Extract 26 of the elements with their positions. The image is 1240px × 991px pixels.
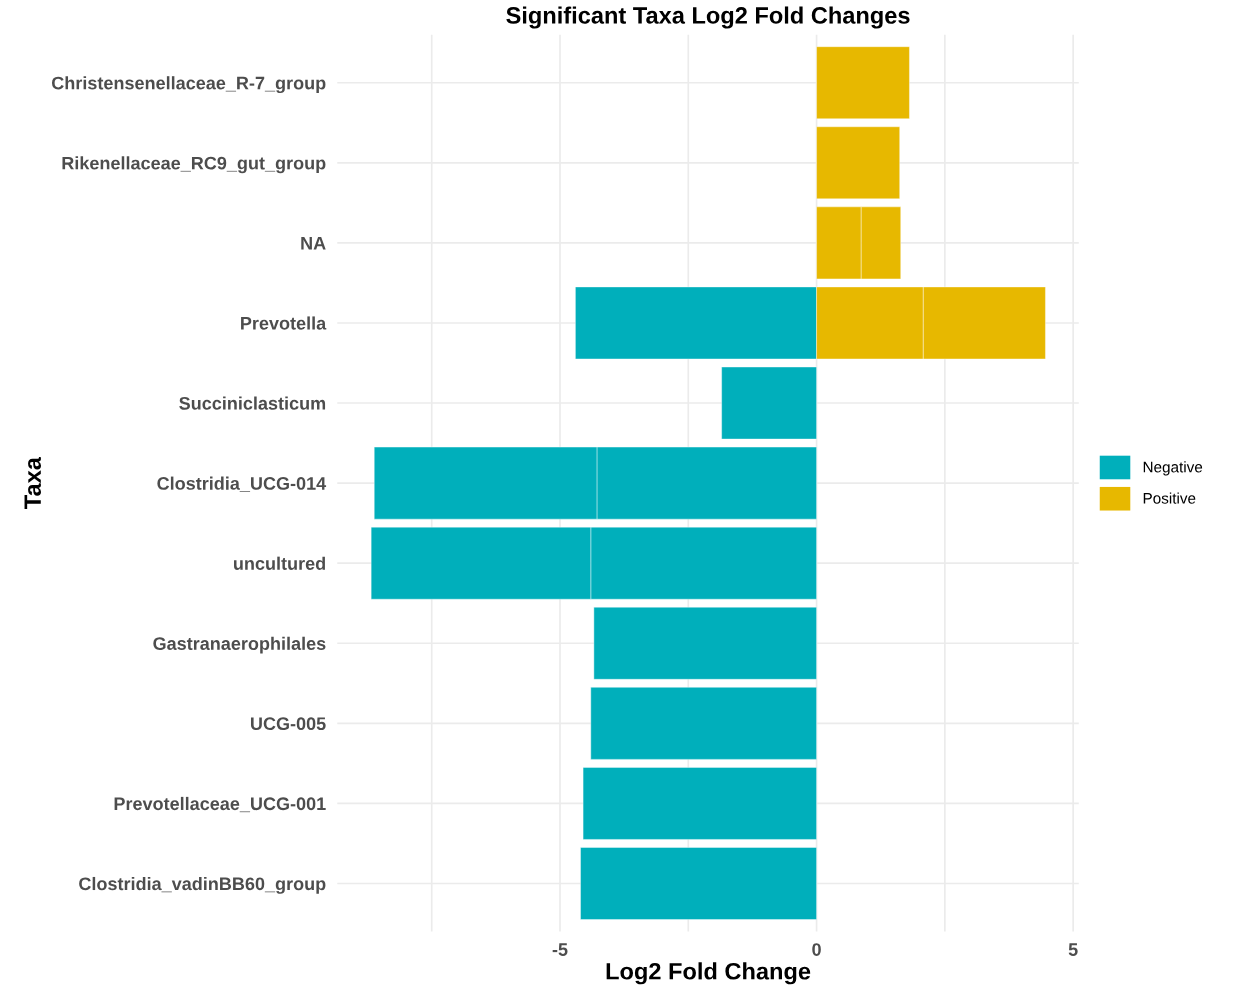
bar xyxy=(816,126,900,200)
y-tick-label: Christensenellaceae_R-7_group xyxy=(51,76,326,94)
bar xyxy=(580,847,817,920)
x-axis-title: Log2 Fold Change xyxy=(606,962,811,985)
y-tick-label: Clostridia_UCG-014 xyxy=(157,476,327,492)
bar xyxy=(590,687,817,760)
x-tick-label: -5 xyxy=(552,943,568,956)
y-tick-label: uncultured xyxy=(234,556,325,570)
bar xyxy=(816,46,910,119)
y-tick-label: Rikenellaceae_RC9_gut_group xyxy=(62,156,326,174)
y-tick-label: Succiniclasticum xyxy=(179,396,326,410)
legend-label: Negative xyxy=(1143,461,1203,476)
x-tick-label: 0 xyxy=(812,943,821,956)
y-tick-label: UCG-005 xyxy=(251,717,326,731)
y-tick-label: Prevotella xyxy=(241,316,327,330)
chart-title: Significant Taxa Log2 Fold Changes xyxy=(506,6,910,29)
y-axis-title: Taxa xyxy=(24,456,42,509)
y-tick-label: Gastranaerophilales xyxy=(153,636,326,654)
legend-label: Positive xyxy=(1143,492,1196,504)
bar xyxy=(593,607,817,680)
bar xyxy=(582,767,817,840)
y-tick-label: Prevotellaceae_UCG-001 xyxy=(114,796,326,813)
bar xyxy=(721,366,817,440)
y-tick-label: NA xyxy=(301,237,326,250)
x-tick-label: 5 xyxy=(1068,943,1078,956)
y-tick-label: Clostridia_vadinBB60_group xyxy=(79,876,326,894)
